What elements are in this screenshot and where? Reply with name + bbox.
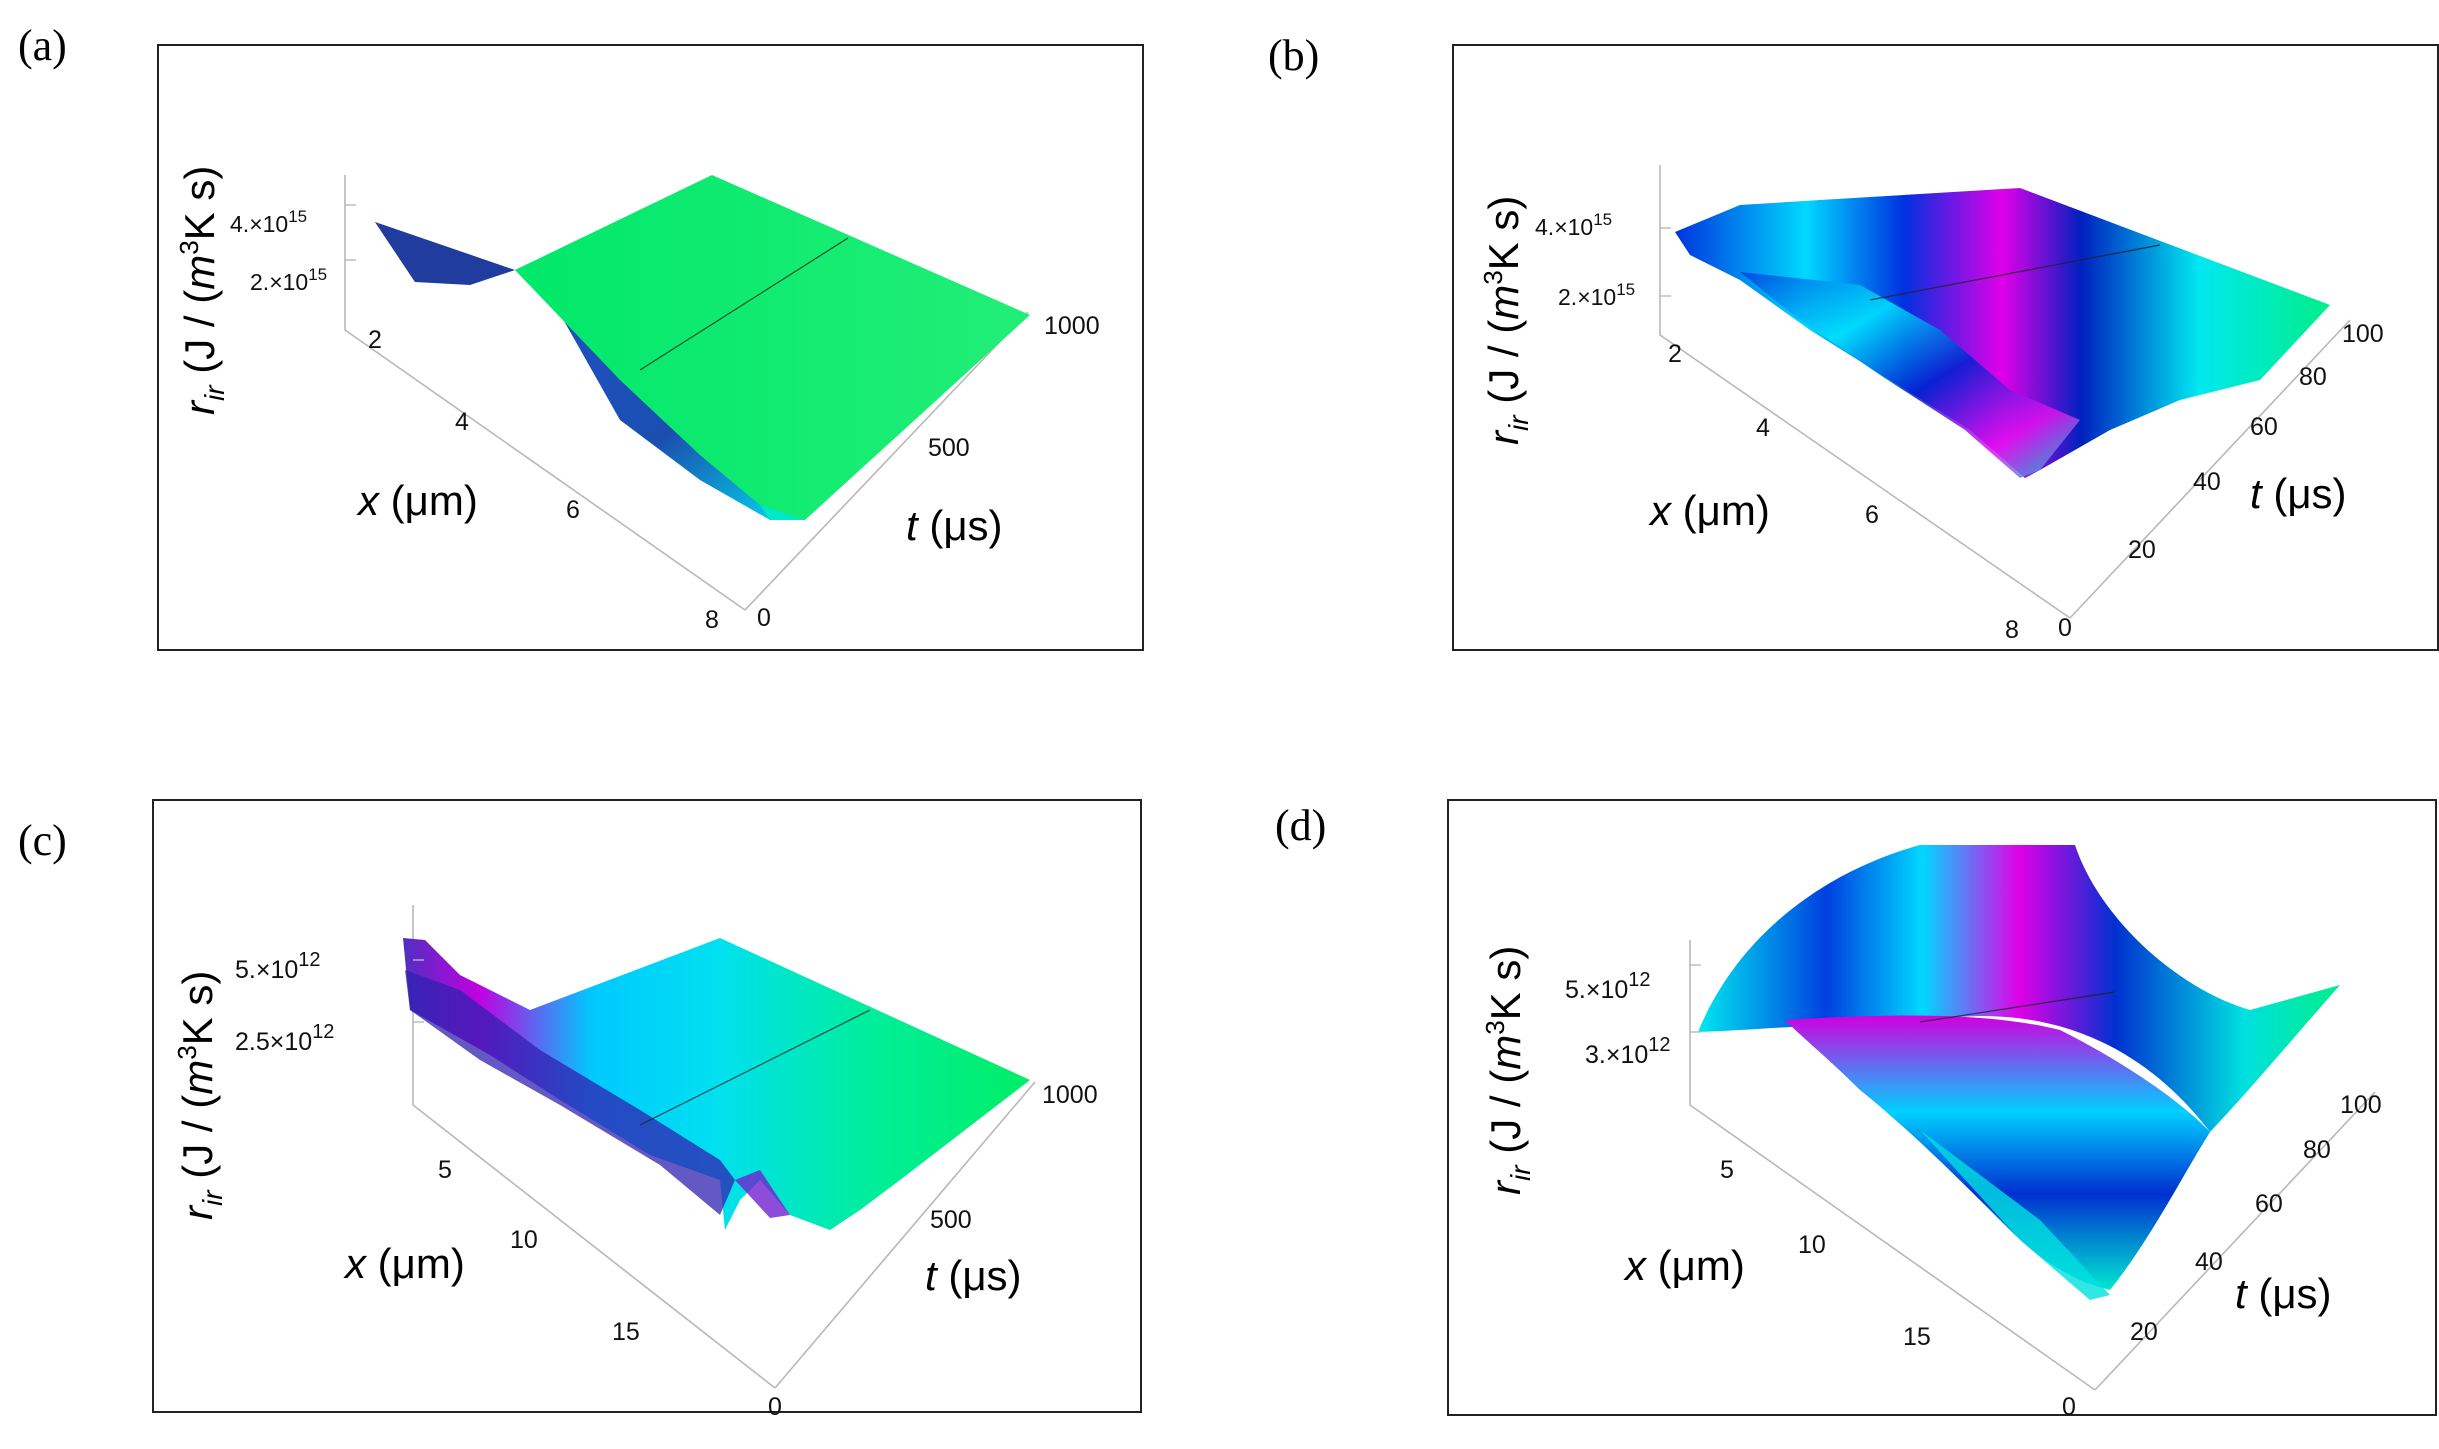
panel-c-z-ticklabel: 2.5×1012 [235, 1021, 334, 1056]
panel-d-letter: (d) [1275, 801, 1327, 850]
panel-a-t-title: t (μs) [906, 502, 1003, 549]
panel-d-z-ticklabel: 5.×1012 [1565, 969, 1651, 1004]
panel-c-chart: 5.×1012 2.5×1012 5 10 15 0 500 1000 x (μ… [152, 799, 1142, 1421]
panel-d-t-ticklabel: 80 [2303, 1136, 2331, 1164]
panel-c-letter: (c) [18, 816, 67, 865]
panel-d-x-ticklabel: 15 [1903, 1323, 1931, 1351]
panel-b-x-title: x (μm) [1648, 487, 1770, 534]
panel-c-t-ticklabel: 0 [768, 1393, 782, 1421]
panel-c-x-ticklabel: 10 [510, 1226, 538, 1254]
panel-a-x-title: x (μm) [356, 477, 478, 524]
panel-c-t-title: t (μs) [925, 1252, 1022, 1299]
panel-d-t-axis [2094, 1091, 2376, 1391]
panel-a-z-ticklabel: 2.×1015 [250, 265, 327, 295]
panel-d-x-ticklabel: 5 [1720, 1156, 1734, 1184]
panel-b-z-ticklabel: 2.×1015 [1558, 280, 1635, 310]
panel-b-z-ticklabel: 4.×1015 [1535, 210, 1612, 240]
panel-a-chart: 4.×1015 2.×1015 2 4 6 8 0 500 1000 x (μm… [157, 44, 1144, 651]
panel-c-z-title: rir (J / (m3K s) [172, 971, 228, 1220]
panel-b-surface-front [1740, 272, 2080, 478]
panel-b-surface [1675, 188, 2330, 478]
panel-a-x-ticklabel: 4 [455, 408, 469, 436]
panel-d-t-ticklabel: 40 [2195, 1248, 2223, 1276]
panel-c-x-ticklabel: 5 [438, 1156, 452, 1184]
panel-d-surface-back [1698, 845, 2340, 1132]
panel-a-x-ticklabel: 8 [705, 606, 719, 634]
panel-a-t-axis [744, 311, 1029, 611]
panel-b-t-ticklabel: 40 [2193, 468, 2221, 496]
panel-a-x-ticklabel: 6 [566, 496, 580, 524]
panel-b-t-axis [2069, 319, 2351, 619]
panel-d-surface-tip [1920, 1130, 2110, 1300]
panel-b-t-ticklabel: 80 [2299, 363, 2327, 391]
panel-a-z-ticklabel: 4.×1015 [230, 207, 307, 237]
panel-a-t-ticklabel: 500 [928, 434, 970, 462]
panel-b-t-ticklabel: 0 [2058, 614, 2072, 642]
panel-b-x-ticklabel: 8 [2005, 616, 2019, 644]
panel-a-surface-face [375, 222, 515, 285]
panel-a-surface-midline [639, 237, 849, 371]
panel-b-chart: 4.×1015 2.×1015 2 4 6 8 0 20 40 60 80 10… [1452, 44, 2439, 651]
panel-c-surface-front [405, 970, 735, 1215]
panel-a-z-title: rir (J / (m3K s) [174, 166, 230, 415]
panel-d-surface-midline [1919, 991, 2116, 1023]
panel-d-chart: 5.×1012 3.×1012 5 10 15 0 20 40 60 80 10… [1447, 799, 2437, 1421]
panel-c-t-ticklabel: 1000 [1042, 1081, 1098, 1109]
panel-c-t-ticklabel: 500 [930, 1206, 972, 1234]
panel-a-surface-tip [760, 505, 805, 520]
panel-a-x-ticklabel: 2 [368, 326, 382, 354]
panel-a-letter: (a) [18, 21, 67, 70]
panel-d-x-title: x (μm) [1623, 1242, 1745, 1289]
panel-b-x-ticklabel: 6 [1865, 501, 1879, 529]
panel-d-t-title: t (μs) [2235, 1270, 2332, 1317]
panel-d-x-ticklabel: 10 [1798, 1231, 1826, 1259]
panel-d-t-ticklabel: 0 [2062, 1393, 2076, 1421]
panel-d-t-ticklabel: 60 [2255, 1190, 2283, 1218]
panel-a-t-ticklabel: 1000 [1044, 312, 1100, 340]
panel-b-letter: (b) [1268, 31, 1320, 80]
panel-a-x-axis [344, 175, 746, 611]
panel-c-surface [403, 938, 1030, 1230]
panel-b-t-title: t (μs) [2250, 470, 2347, 517]
panel-d-t-ticklabel: 100 [2340, 1091, 2382, 1119]
panel-c-x-ticklabel: 15 [612, 1318, 640, 1346]
panel-a-t-ticklabel: 0 [757, 604, 771, 632]
panel-b-x-axis [1659, 165, 2071, 619]
panel-a-surface-top [515, 175, 1030, 520]
panel-d-x-axis [1689, 940, 2096, 1391]
panel-d-z-ticklabel: 3.×1012 [1585, 1034, 1671, 1069]
panel-c-surface-midline [639, 1009, 871, 1126]
panel-c-t-axis [774, 1081, 1036, 1389]
panel-b-x-ticklabel: 2 [1668, 340, 1682, 368]
panel-b-surface-midline [1869, 244, 2161, 301]
panel-b-t-ticklabel: 60 [2250, 413, 2278, 441]
panel-d-z-title: rir (J / (m3K s) [1480, 946, 1536, 1195]
panel-c-surface-bump [735, 1170, 790, 1218]
panel-b-t-ticklabel: 100 [2342, 320, 2384, 348]
panel-b-t-ticklabel: 20 [2128, 536, 2156, 564]
panel-d-surface-front [1785, 1015, 2210, 1290]
panel-d-t-ticklabel: 20 [2130, 1318, 2158, 1346]
panel-c-z-ticklabel: 5.×1012 [235, 949, 321, 984]
panel-c-x-title: x (μm) [343, 1240, 465, 1287]
panel-b-x-ticklabel: 4 [1756, 414, 1770, 442]
panel-b-z-title: rir (J / (m3K s) [1478, 196, 1534, 445]
